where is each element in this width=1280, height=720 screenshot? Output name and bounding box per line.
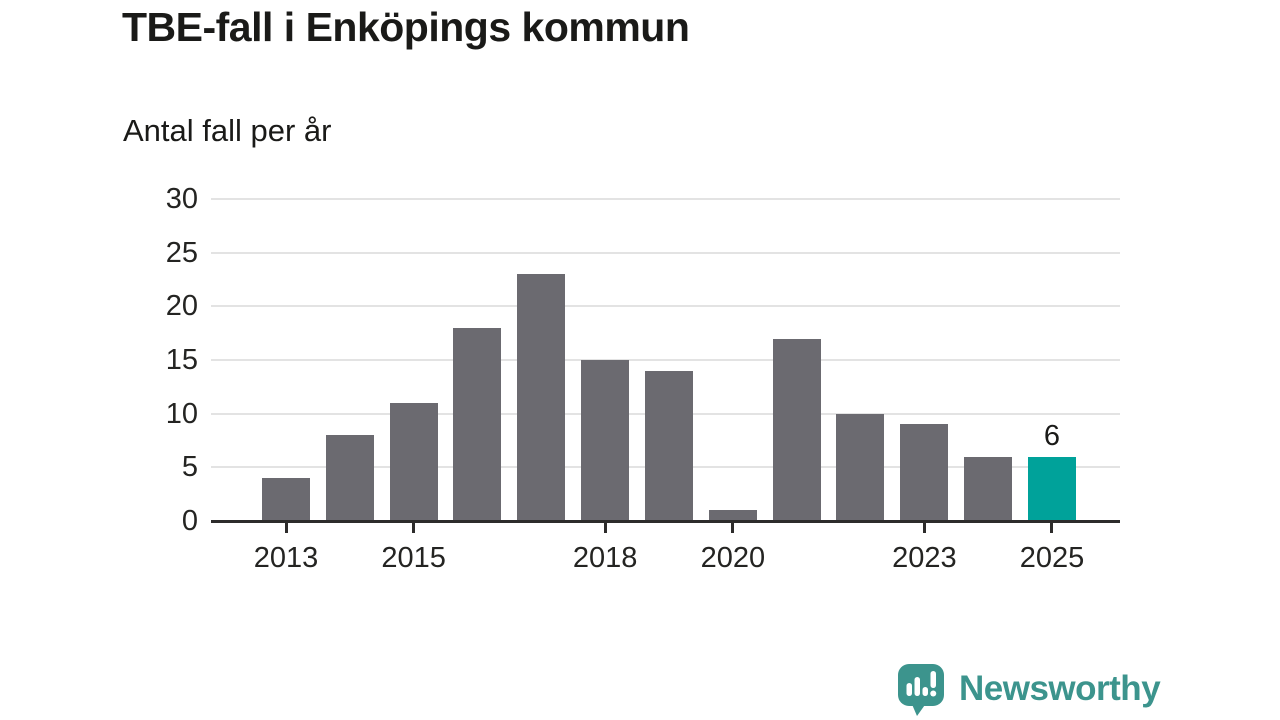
bar-2023 — [900, 424, 949, 521]
gridline-y-15 — [211, 359, 1120, 361]
newsworthy-logo-icon — [898, 664, 944, 716]
bar-2014 — [325, 435, 374, 521]
x-axis-tick-2015 — [412, 522, 416, 533]
x-axis-tick-label: 2013 — [253, 542, 319, 574]
y-axis-tick-label: 20 — [165, 290, 198, 323]
y-axis-tick-label: 15 — [165, 344, 198, 376]
x-axis-tick-label: 2023 — [892, 542, 957, 574]
x-axis-line — [211, 519, 1120, 523]
bar-2017 — [517, 274, 566, 521]
x-axis-tick-label: 2025 — [1019, 542, 1085, 574]
bar-2019 — [644, 370, 693, 521]
y-axis-tick-label: 10 — [165, 397, 198, 430]
highlighted-bar-value-label: 6 — [1043, 419, 1061, 452]
bar-2022 — [836, 413, 885, 521]
x-axis-tick-label: 2015 — [381, 542, 446, 574]
y-axis-tick-label: 5 — [181, 451, 198, 484]
x-axis-tick-2013 — [284, 522, 288, 533]
chart-subtitle: Antal fall per år — [123, 113, 332, 148]
bar-2020 — [708, 510, 757, 521]
x-axis-tick-2020 — [731, 522, 735, 533]
bar-2013 — [262, 478, 310, 521]
bar-2015 — [389, 402, 438, 521]
y-axis-tick-label: 30 — [165, 183, 198, 215]
x-axis-tick-label: 2020 — [700, 542, 766, 574]
x-axis-tick-2025 — [1050, 522, 1054, 533]
bar-2018 — [581, 360, 630, 521]
x-axis-tick-2018 — [603, 522, 607, 533]
y-axis-tick-label: 0 — [181, 505, 198, 537]
x-axis-tick-2023 — [922, 522, 926, 533]
bar-2016 — [453, 327, 502, 521]
bar-2024 — [964, 456, 1013, 521]
x-axis-tick-label: 2018 — [572, 542, 638, 574]
chart-title: TBE-fall i Enköpings kommun — [122, 4, 690, 50]
brand-name: Newsworthy — [959, 669, 1161, 708]
gridline-y-20 — [211, 305, 1120, 308]
bar-2021 — [772, 338, 821, 521]
bar-2025 — [1027, 456, 1076, 521]
speech-bubble-tail — [911, 702, 927, 716]
brand-logo: Newsworthy — [896, 662, 1161, 716]
gridline-y-30 — [211, 198, 1120, 200]
y-axis-tick-label: 25 — [165, 236, 198, 269]
gridline-y-25 — [211, 251, 1120, 254]
